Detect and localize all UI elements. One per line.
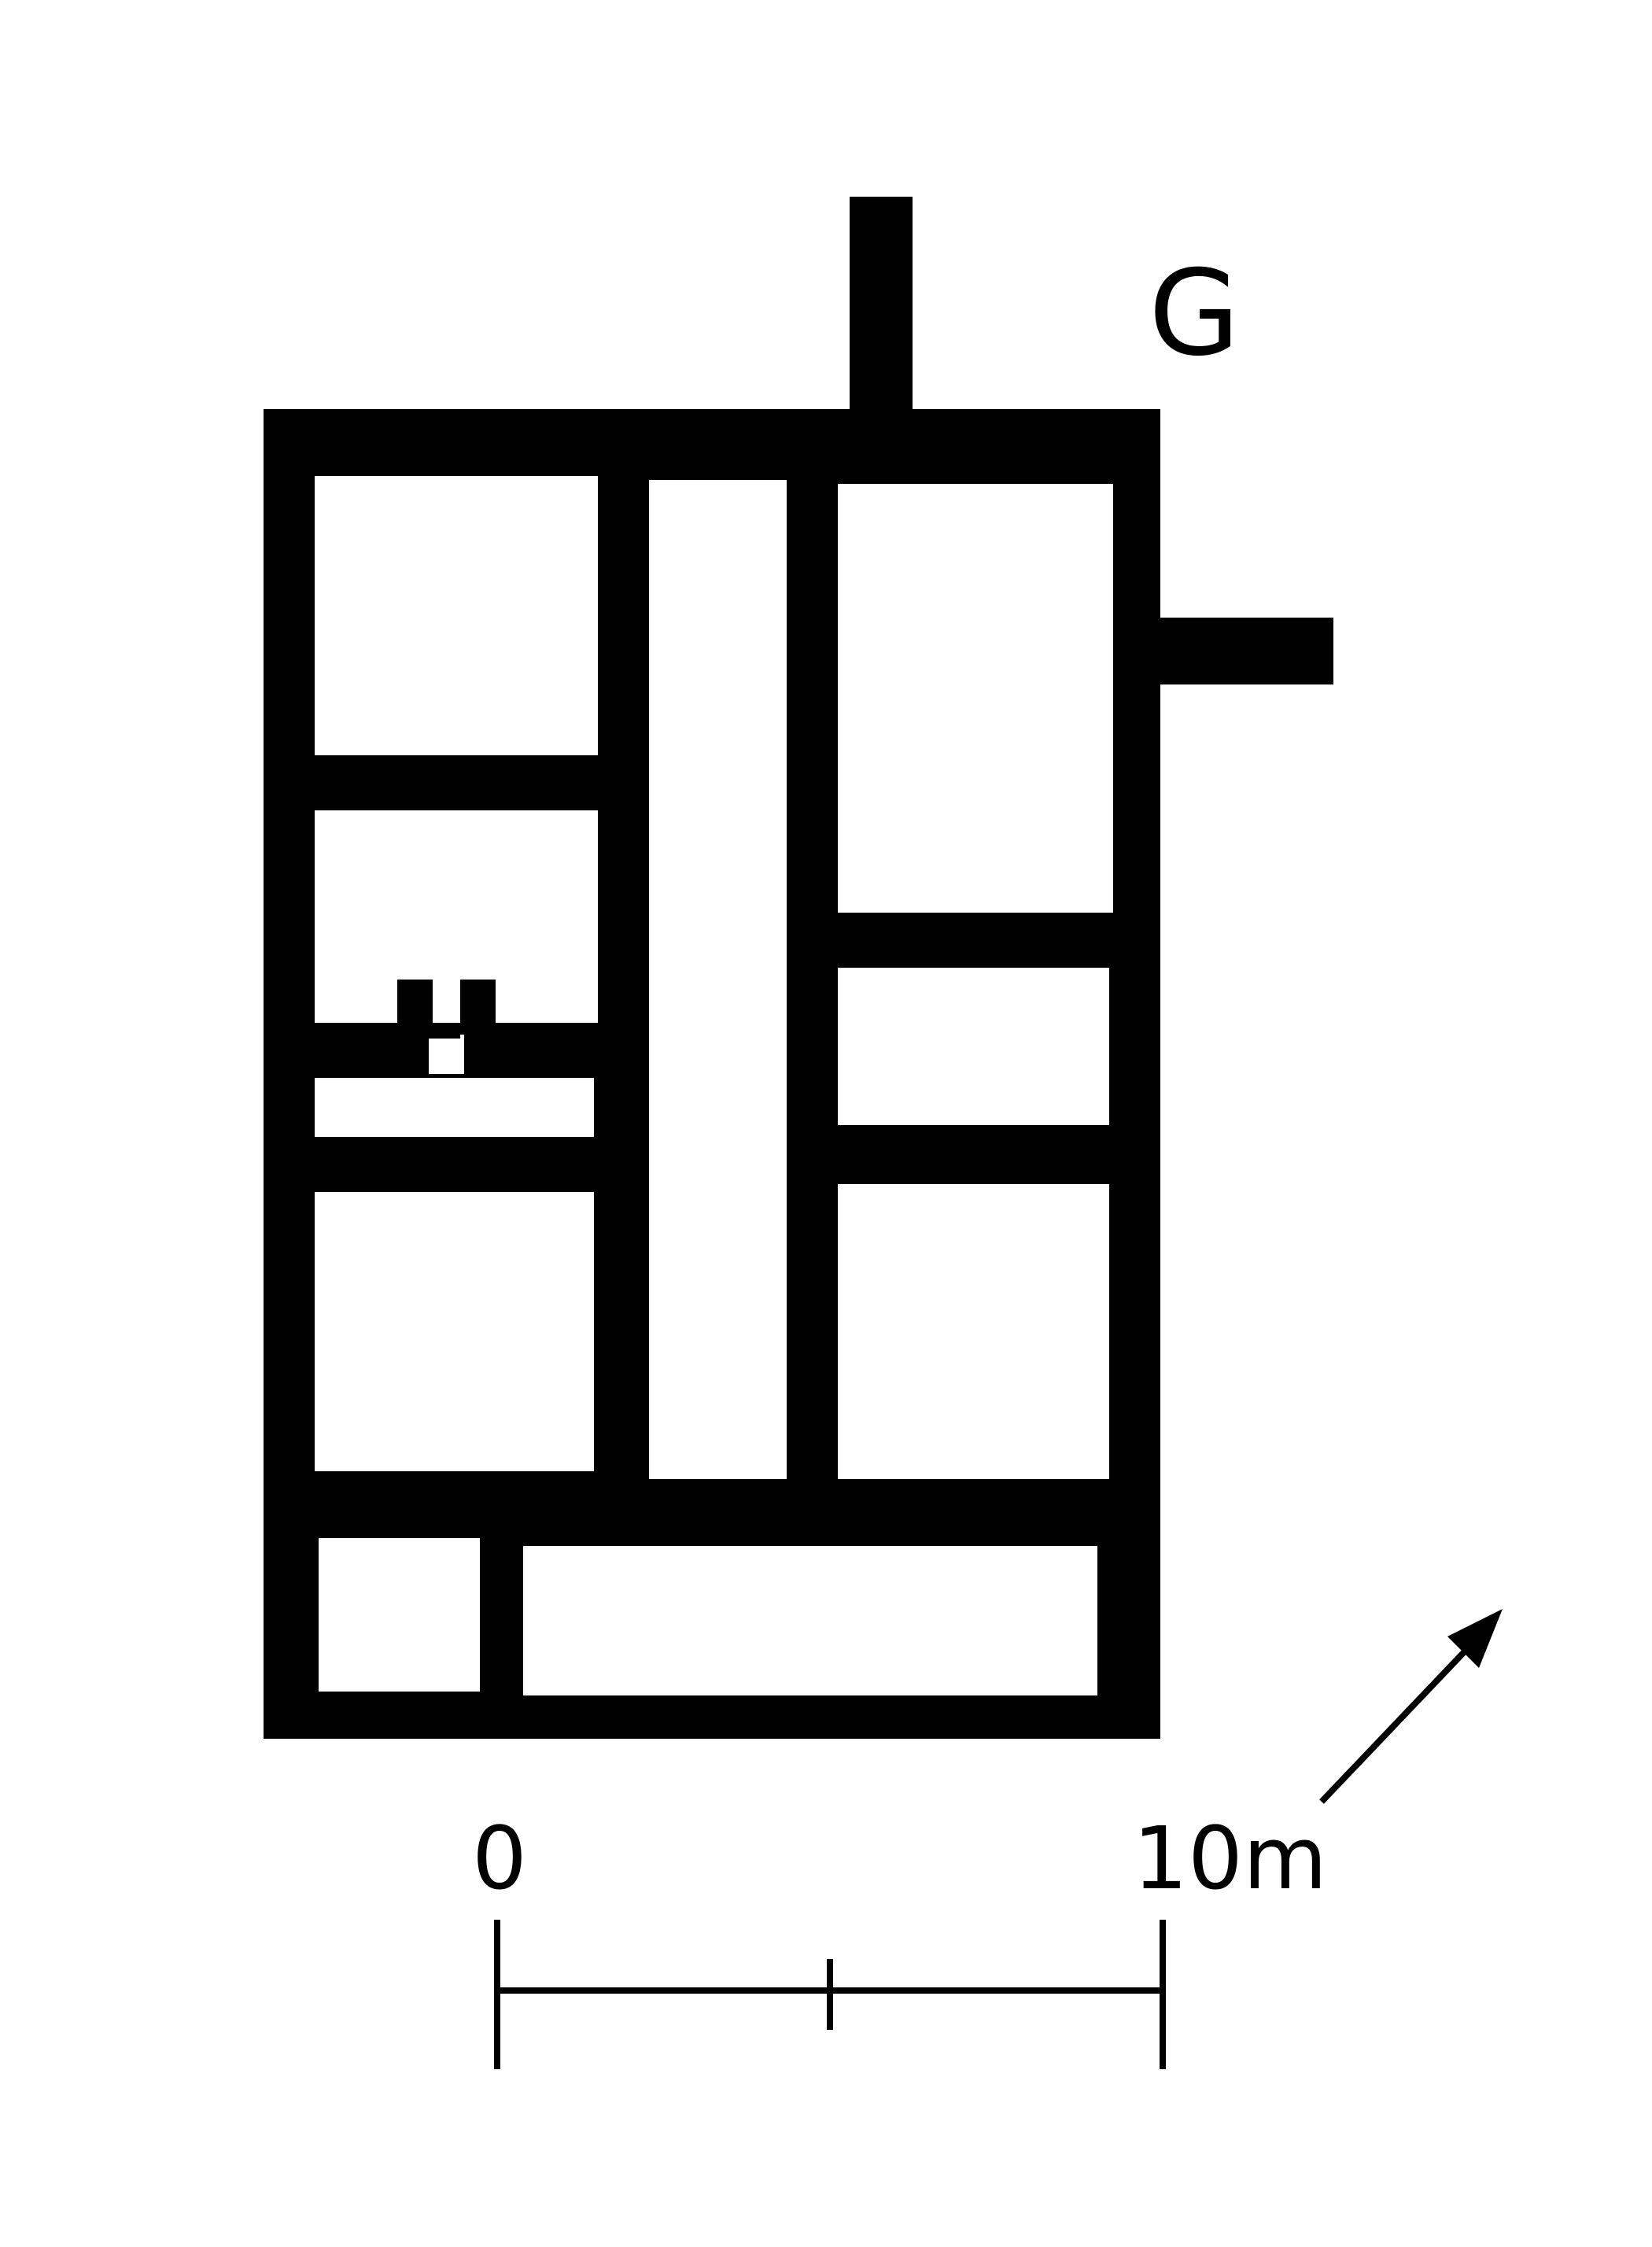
room-nw <box>315 476 598 755</box>
room-w-small <box>315 1078 594 1137</box>
room-e-middle <box>838 968 1109 1125</box>
room-ne <box>838 484 1113 913</box>
room-sw <box>315 1192 594 1471</box>
room-s-small <box>319 1538 480 1692</box>
plan-label: G <box>1149 245 1240 382</box>
north-arrow-icon <box>1319 1609 1503 1804</box>
scale-start-label: 0 <box>472 1808 527 1909</box>
scale-bar <box>494 1920 1166 2069</box>
scale-end-label: 10m <box>1133 1808 1327 1909</box>
wall-stub-east <box>1156 618 1333 684</box>
corridor-central <box>649 480 787 1479</box>
t-wall-fragment <box>311 980 598 1074</box>
room-se <box>838 1184 1109 1479</box>
room-w-middle <box>315 810 598 1023</box>
wall-stub-north <box>850 197 913 417</box>
room-s-large <box>523 1546 1097 1695</box>
